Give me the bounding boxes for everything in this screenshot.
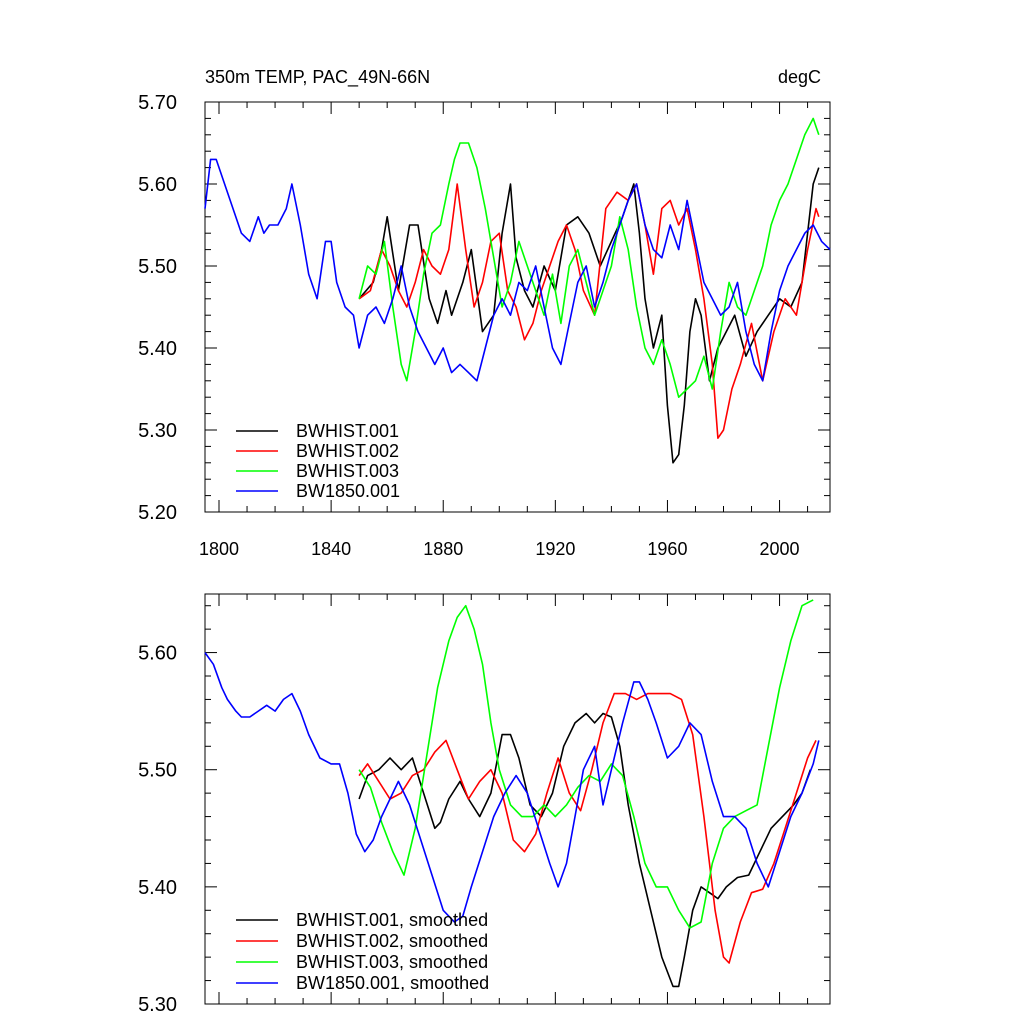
legend-label: BWHIST.002 <box>296 441 399 461</box>
top-plot-frame <box>204 101 831 513</box>
y-tick-label: 5.40 <box>138 338 177 360</box>
top-plot-title: 350m TEMP, PAC_49N-66N <box>205 67 430 88</box>
bottom-tick-group: 5.30 5.40 5.50 5.60 <box>138 594 830 1016</box>
x-tick-label: 1840 <box>311 539 351 559</box>
y-tick-label: 5.70 <box>138 92 177 114</box>
series-line-bwhist-002-smoothed <box>358 692 817 964</box>
top-series-group <box>204 117 831 464</box>
y-tick-label: 5.20 <box>138 502 177 524</box>
bottom-panel: 5.305.405.505.60 BWHIST.001, smoothedBWH… <box>138 593 831 1016</box>
series-line-bw1850-001-smoothed <box>204 652 820 923</box>
top-plot-units: degC <box>778 67 821 87</box>
x-tick-label: 1800 <box>199 539 239 559</box>
legend-label: BW1850.001, smoothed <box>296 973 489 993</box>
series-line-bwhist-002 <box>358 183 820 440</box>
legend-label: BWHIST.001 <box>296 421 399 441</box>
x-tick-label: 1880 <box>423 539 463 559</box>
legend-label: BWHIST.003 <box>296 461 399 481</box>
x-tick-label: 1920 <box>535 539 575 559</box>
series-line-bw1850-001 <box>204 158 831 382</box>
legend-label: BWHIST.001, smoothed <box>296 910 488 930</box>
top-panel: 350m TEMP, PAC_49N-66N degC 1800 1840 1880… <box>138 67 831 559</box>
y-tick-label: 5.50 <box>138 760 177 782</box>
y-tick-label: 5.50 <box>138 256 177 278</box>
series-line-bwhist-001-smoothed <box>358 712 812 988</box>
legend-label: BWHIST.003, smoothed <box>296 952 488 972</box>
y-tick-label: 5.30 <box>138 994 177 1016</box>
top-tick-group: 1800 1840 1880 1920 1960 2000 5.20 5.30 5.40 5.50… <box>138 92 830 559</box>
x-tick-label: 2000 <box>760 539 800 559</box>
y-tick-label: 5.30 <box>138 420 177 442</box>
bottom-series-group <box>204 599 820 988</box>
y-tick-label: 5.60 <box>138 174 177 196</box>
legend-label: BW1850.001 <box>296 481 400 501</box>
legend-label: BWHIST.002, smoothed <box>296 931 488 951</box>
y-tick-label: 5.40 <box>138 877 177 899</box>
series-line-bwhist-001 <box>358 167 820 464</box>
bottom-plot-frame <box>204 593 831 1005</box>
y-tick-label: 5.60 <box>138 643 177 665</box>
x-tick-label: 1960 <box>647 539 687 559</box>
